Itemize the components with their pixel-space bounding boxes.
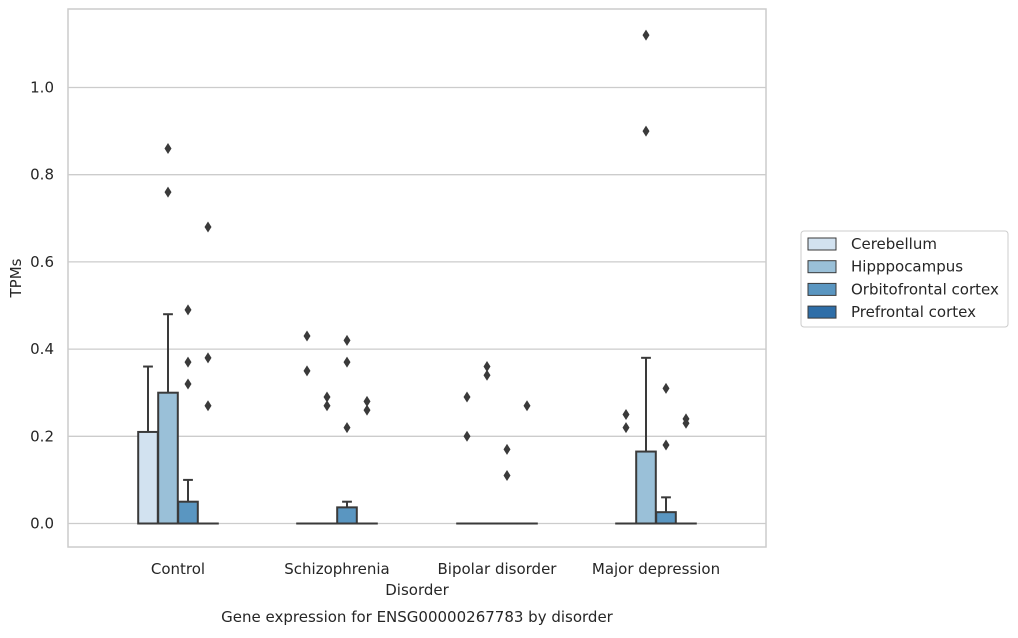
outlier-point <box>344 335 351 346</box>
legend-label: Orbitofrontal cortex <box>851 280 999 298</box>
outlier-point <box>205 352 212 363</box>
box-orbitofrontal-cortex <box>178 480 198 524</box>
outlier-point <box>504 470 511 481</box>
y-tick-label: 1.0 <box>30 79 54 97</box>
legend-label: Hipppocampus <box>851 258 963 276</box>
box-orbitofrontal-cortex <box>656 497 676 523</box>
box-cerebellum <box>138 367 158 524</box>
outlier-point <box>165 143 172 154</box>
legend-swatch <box>808 283 836 295</box>
outlier-point <box>185 378 192 389</box>
box-body <box>138 432 158 524</box>
box-orbitofrontal-cortex <box>337 502 357 524</box>
chart-caption: Gene expression for ENSG00000267783 by d… <box>221 608 614 626</box>
y-tick-label: 0.6 <box>30 253 54 271</box>
box-body <box>178 502 198 524</box>
x-tick-label: Control <box>151 560 205 578</box>
x-tick-label: Schizophrenia <box>284 560 389 578</box>
outlier-point <box>185 304 192 315</box>
legend-label: Cerebellum <box>851 235 937 253</box>
outlier-point <box>324 400 331 411</box>
outlier-point <box>185 357 192 368</box>
outlier-point <box>623 422 630 433</box>
y-axis-label: TPMs <box>7 258 25 298</box>
outlier-point <box>464 392 471 403</box>
outlier-point <box>504 444 511 455</box>
box-hipppocampus <box>158 314 178 523</box>
outlier-point <box>623 409 630 420</box>
box-body <box>656 512 676 523</box>
outlier-point <box>304 365 311 376</box>
outlier-point <box>344 357 351 368</box>
y-tick-label: 0.0 <box>30 515 54 533</box>
x-tick-labels: Control Schizophrenia Bipolar disorder Majo… <box>151 560 720 578</box>
box-body <box>158 393 178 524</box>
box-body <box>337 507 357 523</box>
x-tick-label: Bipolar disorder <box>438 560 558 578</box>
legend-swatch <box>808 306 836 318</box>
outlier-point <box>663 440 670 451</box>
legend: Cerebellum Hipppocampus Orbitofrontal cort… <box>801 231 1008 327</box>
outlier-point <box>205 400 212 411</box>
x-axis-label: Disorder <box>385 581 449 599</box>
outlier-point <box>165 187 172 198</box>
box-body <box>636 452 656 524</box>
y-tick-labels: 0.0 0.2 0.4 0.6 0.8 1.0 <box>30 79 54 533</box>
outlier-point <box>663 383 670 394</box>
legend-swatch <box>808 238 836 250</box>
outlier-point <box>524 400 531 411</box>
outlier-point <box>643 30 650 41</box>
outlier-point <box>464 431 471 442</box>
legend-swatch <box>808 261 836 273</box>
outlier-point <box>304 331 311 342</box>
outlier-points <box>165 30 690 481</box>
outlier-point <box>205 222 212 233</box>
outlier-point <box>344 422 351 433</box>
box-hipppocampus <box>636 358 656 524</box>
outlier-point <box>643 126 650 137</box>
outlier-point <box>364 405 371 416</box>
y-tick-label: 0.2 <box>30 427 54 445</box>
y-tick-label: 0.8 <box>30 166 54 184</box>
outlier-point <box>484 370 491 381</box>
y-tick-label: 0.4 <box>30 340 54 358</box>
box-plot-boxes <box>138 314 696 523</box>
legend-label: Prefrontal cortex <box>851 303 976 321</box>
x-tick-label: Major depression <box>592 560 720 578</box>
